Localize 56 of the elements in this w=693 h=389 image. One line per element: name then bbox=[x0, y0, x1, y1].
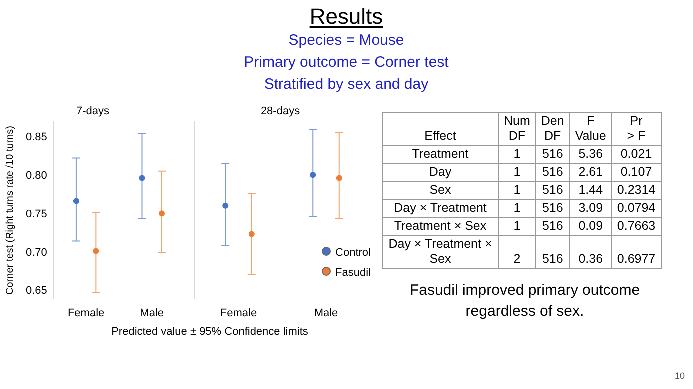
text: 0.021 bbox=[620, 147, 652, 161]
category-label: Sex bbox=[430, 183, 452, 197]
category-label: Num DF bbox=[498, 112, 536, 146]
y-tick-label: 0.85 bbox=[26, 132, 48, 144]
x-tick-label: Male bbox=[140, 307, 164, 320]
y-axis-title: Corner test (Right turns rate /10 turns) bbox=[4, 126, 16, 295]
text: 0.7663 bbox=[617, 219, 656, 233]
legend-label: Control bbox=[336, 247, 371, 259]
text: 1 bbox=[514, 165, 521, 179]
text: 0.09 bbox=[578, 219, 604, 233]
category-label: F Value bbox=[570, 112, 612, 146]
text: 0.6977 bbox=[617, 252, 656, 266]
text: 516 bbox=[542, 201, 564, 215]
text: 1 bbox=[514, 147, 521, 161]
legend-label: Fasudil bbox=[336, 267, 371, 279]
text: 516 bbox=[542, 219, 564, 233]
text: 516 bbox=[542, 147, 564, 161]
text: 3.09 bbox=[578, 201, 604, 215]
text: 0.0794 bbox=[617, 201, 656, 215]
text: 516 bbox=[542, 252, 564, 266]
y-tick-label: 0.80 bbox=[26, 170, 48, 182]
text: Results bbox=[308, 4, 384, 30]
text: 516 bbox=[542, 165, 564, 179]
category-label: Effect bbox=[382, 112, 498, 146]
category-label: Treatment × Sex bbox=[394, 219, 487, 233]
text: 0.2314 bbox=[617, 183, 656, 197]
text: Species = Mouse bbox=[288, 31, 406, 51]
text: 2.61 bbox=[578, 165, 604, 179]
text: 1 bbox=[514, 219, 521, 233]
x-tick-label: Female bbox=[68, 307, 105, 320]
y-tick-label: 0.65 bbox=[26, 285, 48, 298]
x-tick-label: Male bbox=[314, 307, 338, 320]
text: 10 bbox=[674, 371, 685, 381]
category-label: Day × Treatment × Sex bbox=[388, 237, 492, 266]
text: 516 bbox=[542, 183, 564, 197]
text: 0.36 bbox=[578, 252, 604, 266]
chart-title: 7-days bbox=[76, 106, 110, 118]
text: 5.36 bbox=[578, 147, 604, 161]
category-label: Den DF bbox=[536, 112, 570, 146]
text: 1 bbox=[514, 183, 521, 197]
category-label: Day × Treatment bbox=[394, 201, 487, 215]
chart-title: 28-days bbox=[260, 106, 301, 118]
text: 1.44 bbox=[578, 183, 604, 197]
y-tick-label: 0.75 bbox=[26, 208, 48, 220]
text: Stratified by sex and day bbox=[263, 75, 430, 95]
text: Primary outcome = Corner test bbox=[243, 53, 450, 73]
text: 0.107 bbox=[620, 165, 652, 179]
text: 1 bbox=[514, 201, 521, 215]
text: Predicted value ± 95% Confidence limits bbox=[110, 326, 310, 338]
text: 2 bbox=[514, 252, 521, 266]
x-tick-label: Female bbox=[220, 307, 258, 320]
category-label: Pr > F bbox=[612, 112, 662, 146]
category-label: Day bbox=[429, 165, 452, 179]
category-label: Treatment bbox=[412, 147, 469, 161]
y-tick-label: 0.70 bbox=[26, 246, 48, 259]
text: Fasudil improved primary outcome regardless of sex. bbox=[408, 281, 642, 322]
